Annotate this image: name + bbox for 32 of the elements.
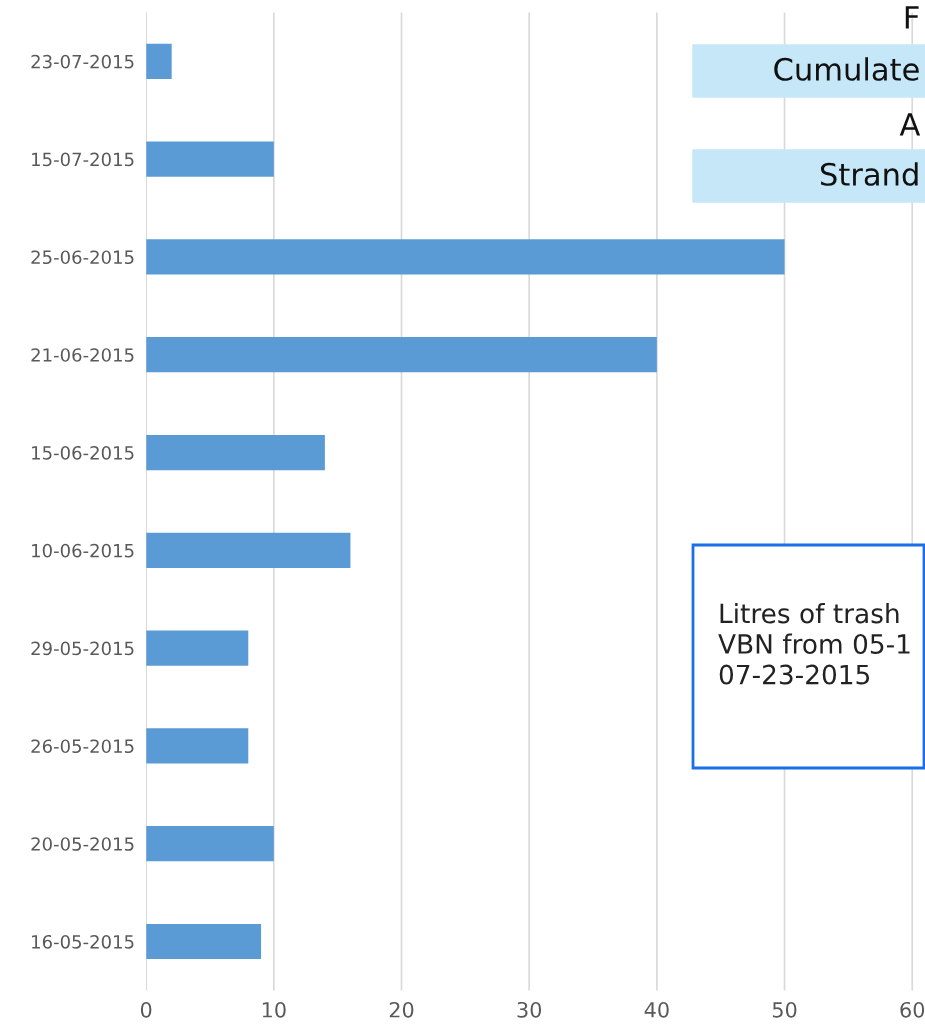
bar bbox=[146, 630, 249, 666]
y-tick-label: 23-07-2015 bbox=[31, 54, 134, 69]
annotation: Cumulate bbox=[774, 57, 919, 81]
x-tick-label: 50 bbox=[772, 1001, 797, 1018]
x-tick-label: 0 bbox=[140, 1001, 152, 1018]
annotation: F bbox=[905, 6, 919, 29]
bar bbox=[146, 239, 785, 275]
y-tick-label: 21-06-2015 bbox=[31, 348, 134, 362]
x-tick-label: 60 bbox=[900, 1001, 925, 1018]
annotation: Litres of trash VBN from 05-1 07-23-2015 bbox=[718, 603, 910, 685]
bar bbox=[146, 337, 657, 373]
bar bbox=[146, 532, 351, 568]
y-tick-label: 29-05-2015 bbox=[31, 641, 134, 656]
bar bbox=[146, 923, 262, 960]
x-tick-label: 40 bbox=[644, 1001, 669, 1018]
x-tick-label: 30 bbox=[517, 1001, 542, 1018]
y-tick-label: 10-06-2015 bbox=[32, 543, 134, 558]
bar bbox=[146, 141, 274, 177]
bar bbox=[146, 826, 274, 862]
x-tick-label: 20 bbox=[389, 1001, 414, 1018]
bar bbox=[146, 434, 325, 471]
bar bbox=[146, 43, 172, 79]
bar bbox=[146, 728, 249, 764]
y-tick-label: 16-05-2015 bbox=[32, 934, 134, 949]
y-tick-label: 15-06-2015 bbox=[32, 445, 134, 460]
y-tick-label: 15-07-2015 bbox=[32, 152, 134, 167]
y-tick-label: 20-05-2015 bbox=[31, 837, 134, 851]
annotation: Strand bbox=[820, 162, 918, 186]
y-tick-label: 25-06-2015 bbox=[31, 250, 134, 265]
annotation: A bbox=[899, 113, 921, 136]
y-tick-label: 26-05-2015 bbox=[31, 739, 134, 754]
x-tick-label: 10 bbox=[262, 1001, 286, 1018]
